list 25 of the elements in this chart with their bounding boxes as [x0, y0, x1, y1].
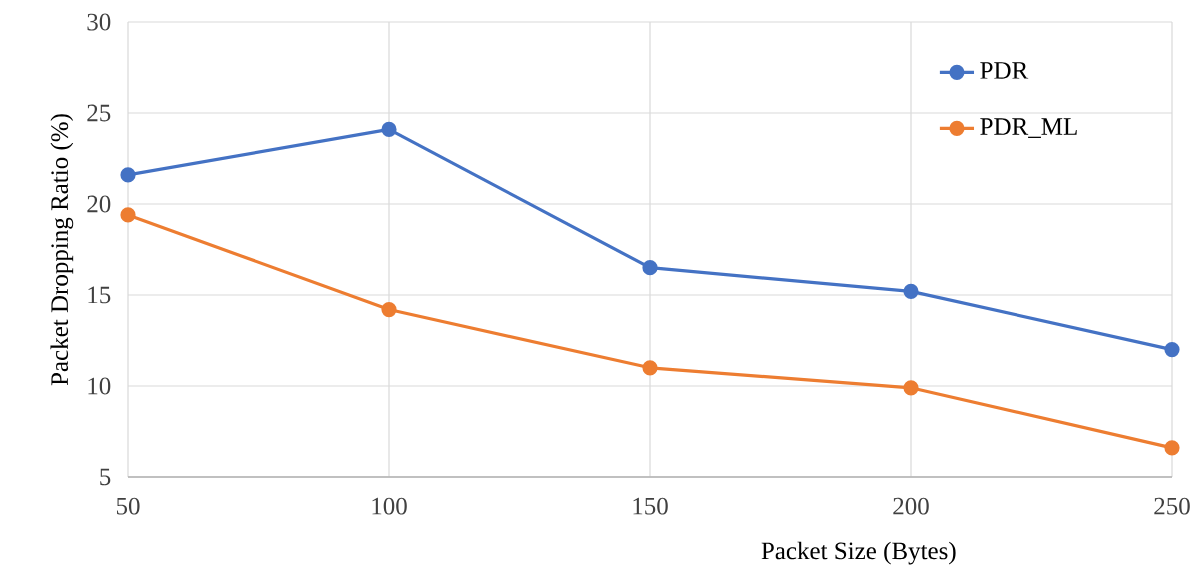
y-tick-label: 15 — [88, 286, 111, 304]
x-tick-label: 200 — [893, 497, 929, 515]
point — [642, 360, 658, 376]
point — [1164, 341, 1180, 358]
y-tick-label: 30 — [87, 13, 111, 31]
point — [120, 167, 136, 183]
point — [381, 121, 397, 137]
legend-label: PDR_ML — [980, 118, 1077, 138]
point — [1164, 440, 1180, 456]
x-tick-label: 150 — [633, 497, 668, 515]
y-tick-label: 10 — [88, 377, 111, 395]
y-tick-label: 25 — [87, 104, 111, 122]
point — [903, 283, 919, 299]
point — [381, 301, 397, 318]
y-axis-title: Packet Dropping Ratio (%) — [50, 114, 74, 386]
x-tick-label: 100 — [372, 497, 407, 515]
point — [120, 207, 136, 223]
x-axis-title: Packet Size (Bytes) — [761, 541, 956, 565]
x-tick-label: 50 — [116, 497, 140, 515]
y-tick-label: 5 — [100, 468, 111, 486]
point — [642, 260, 658, 276]
legend-label: PDR — [980, 62, 1029, 79]
y-tick-label: 20 — [87, 195, 111, 213]
x-tick-label: 250 — [1154, 497, 1190, 515]
point — [903, 380, 919, 396]
